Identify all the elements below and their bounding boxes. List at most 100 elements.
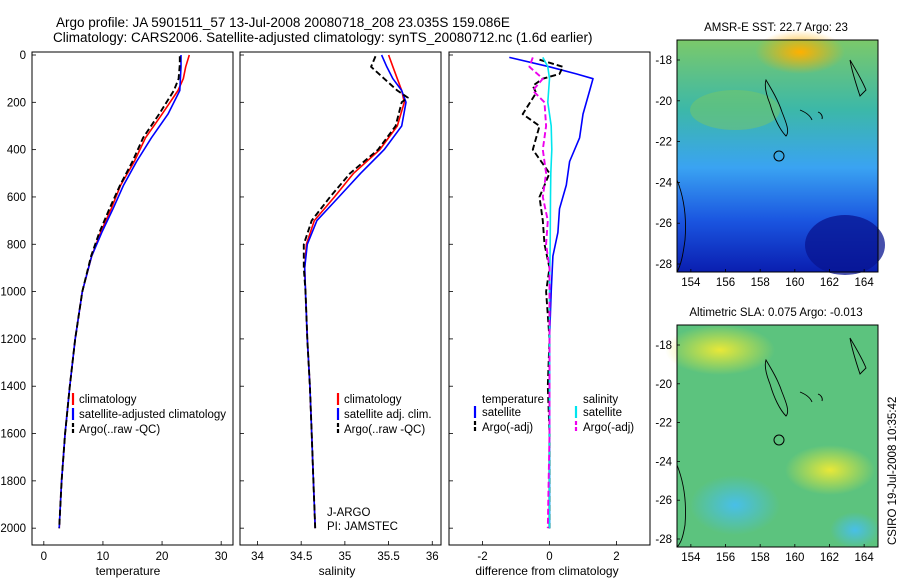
sla-lat-tick-label: -18 — [655, 340, 672, 352]
sst-warm-patch — [755, 30, 845, 74]
depth-tick-label: 1800 — [0, 476, 26, 488]
sst-map-title: AMSR-E SST: 22.7 Argo: 23 — [704, 22, 848, 34]
x-tick-label: -2 — [477, 551, 487, 563]
series-line-argo-raw-qc- — [302, 55, 409, 529]
figure-title-line2: Climatology: CARS2006. Satellite-adjuste… — [53, 30, 593, 45]
sla-map-frame — [676, 324, 879, 548]
legend-label-argo: Argo(..raw -QC) — [344, 424, 425, 436]
float-pi-note: PI: JAMSTEC — [327, 521, 398, 533]
legend-label-sal-satellite: satellite — [583, 407, 622, 419]
coastline-loyalty — [799, 109, 823, 121]
temperature-xlabel: temperature — [96, 564, 161, 578]
x-tick-label: 0 — [546, 551, 552, 563]
coastline-australia — [676, 179, 686, 273]
legend-label-argo: Argo(..raw -QC) — [79, 424, 160, 436]
depth-tick-label: 800 — [7, 239, 26, 251]
sla-high-patch-2 — [785, 445, 875, 495]
sst-lon-tick-label: 154 — [681, 277, 701, 289]
x-tick-label: 10 — [97, 551, 110, 563]
temperature-legend: climatology satellite-adjusted climatolo… — [71, 393, 226, 436]
difference-lines — [509, 56, 594, 529]
argo-position-marker — [773, 434, 785, 446]
salinity-legend: climatology satellite adj. clim. Argo(..… — [336, 393, 432, 436]
difference-xticks: -2 0 2 — [477, 541, 620, 563]
sla-low-patch-2 — [830, 512, 880, 548]
legend-label-temp-argo: Argo(-adj) — [482, 422, 533, 434]
legend-head-temperature: temperature — [482, 394, 544, 406]
sla-lon-tick-label: 158 — [751, 552, 770, 564]
series-line-satellite-adj-clim- — [303, 54, 407, 529]
sla-map — [665, 324, 880, 548]
legend-label-sal-argo: Argo(-adj) — [583, 422, 634, 434]
sst-lat-tick-label: -22 — [655, 137, 672, 149]
depth-tick-label: 1600 — [0, 429, 26, 441]
depth-tick-label: 200 — [7, 97, 26, 109]
sst-lat-tick-label: -18 — [655, 55, 672, 67]
sla-low-patch — [690, 475, 780, 535]
sla-lat-tick-label: -26 — [655, 495, 672, 507]
sst-lat-tick-label: -28 — [655, 259, 672, 271]
depth-tick-label: 2000 — [0, 523, 26, 535]
figure-title-line1: Argo profile: JA 5901511_57 13-Jul-2008 … — [56, 15, 510, 30]
sla-lon-tick-label: 162 — [820, 552, 839, 564]
x-tick-label: 35.5 — [377, 551, 399, 563]
sst-lat-tick-label: -20 — [655, 96, 672, 108]
coastline-new-caledonia — [764, 358, 789, 417]
series-line-argo-raw-qc- — [58, 56, 181, 529]
argo-position-marker — [773, 150, 785, 162]
sla-lat-tick-label: -24 — [655, 456, 672, 468]
sla-lat-tick-label: -20 — [655, 379, 672, 391]
float-program-note: J-ARGO — [327, 507, 371, 519]
difference-legend: temperature salinity satellite Argo(-adj… — [473, 394, 634, 434]
coastline-vanuatu — [849, 337, 867, 375]
depth-tick-label: 400 — [7, 145, 26, 157]
sla-lon-tick-label: 154 — [681, 552, 701, 564]
salinity-lines — [302, 54, 409, 529]
series-line-satellite-adjusted-climatology — [58, 55, 182, 529]
sla-lon-tick-label: 164 — [855, 552, 875, 564]
depth-tick-label: 600 — [7, 192, 26, 204]
salinity-xlabel: salinity — [319, 564, 356, 578]
temperature-lines — [58, 54, 191, 529]
x-tick-label: 2 — [613, 551, 619, 563]
x-tick-label: 34 — [251, 551, 264, 563]
legend-label-satellite: satellite-adjusted climatology — [79, 409, 226, 421]
x-tick-label: 20 — [156, 551, 169, 563]
sst-cold-patch — [805, 215, 885, 275]
x-tick-label: 30 — [215, 551, 228, 563]
x-tick-label: 0 — [41, 551, 47, 563]
sst-map-frame — [676, 39, 879, 273]
sst-lat-tick-label: -24 — [655, 177, 672, 189]
sst-lat-tick-label: -26 — [655, 218, 672, 230]
sst-lon-tick-label: 156 — [716, 277, 735, 289]
salinity-panel-frame — [239, 51, 442, 546]
sla-lon-tick-label: 160 — [785, 552, 804, 564]
difference-xlabel: difference from climatology — [475, 564, 618, 578]
depth-axis-ticks: 0 200 400 600 800 1000 1200 1400 1600 1800 2000 — [0, 50, 453, 535]
sst-lon-tick-label: 162 — [820, 277, 839, 289]
sst-lon-tick-label: 158 — [751, 277, 770, 289]
salinity-xticks: 34 34.5 35 35.5 36 — [251, 541, 439, 563]
sla-lat-tick-label: -22 — [655, 418, 672, 430]
legend-head-salinity: salinity — [583, 394, 618, 406]
sst-green-patch — [690, 90, 780, 130]
legend-label-satellite: satellite adj. clim. — [344, 409, 432, 421]
coastline-australia — [676, 464, 686, 548]
sla-map-title: Altimetric SLA: 0.075 Argo: -0.013 — [689, 307, 862, 319]
x-tick-label: 36 — [426, 551, 439, 563]
coastline-new-caledonia — [764, 78, 789, 137]
legend-label-temp-satellite: satellite — [482, 407, 521, 419]
sla-lat-tick-label: -28 — [655, 534, 672, 546]
temperature-xticks: 0 10 20 30 — [41, 541, 228, 563]
map-ticks: 154 156 158 160 162 164 -18 -20 -22 -24 -26 -28 154 1… — [655, 55, 874, 564]
coastline-vanuatu — [849, 59, 867, 97]
sst-map — [676, 30, 885, 275]
temperature-panel-frame — [31, 51, 234, 546]
x-tick-label: 35 — [338, 551, 351, 563]
sst-lon-tick-label: 164 — [855, 277, 875, 289]
series-line-salinity-argo-adj- — [528, 57, 551, 529]
x-tick-label: 34.5 — [290, 551, 312, 563]
coastline-loyalty — [799, 391, 823, 403]
depth-tick-label: 0 — [20, 50, 26, 62]
